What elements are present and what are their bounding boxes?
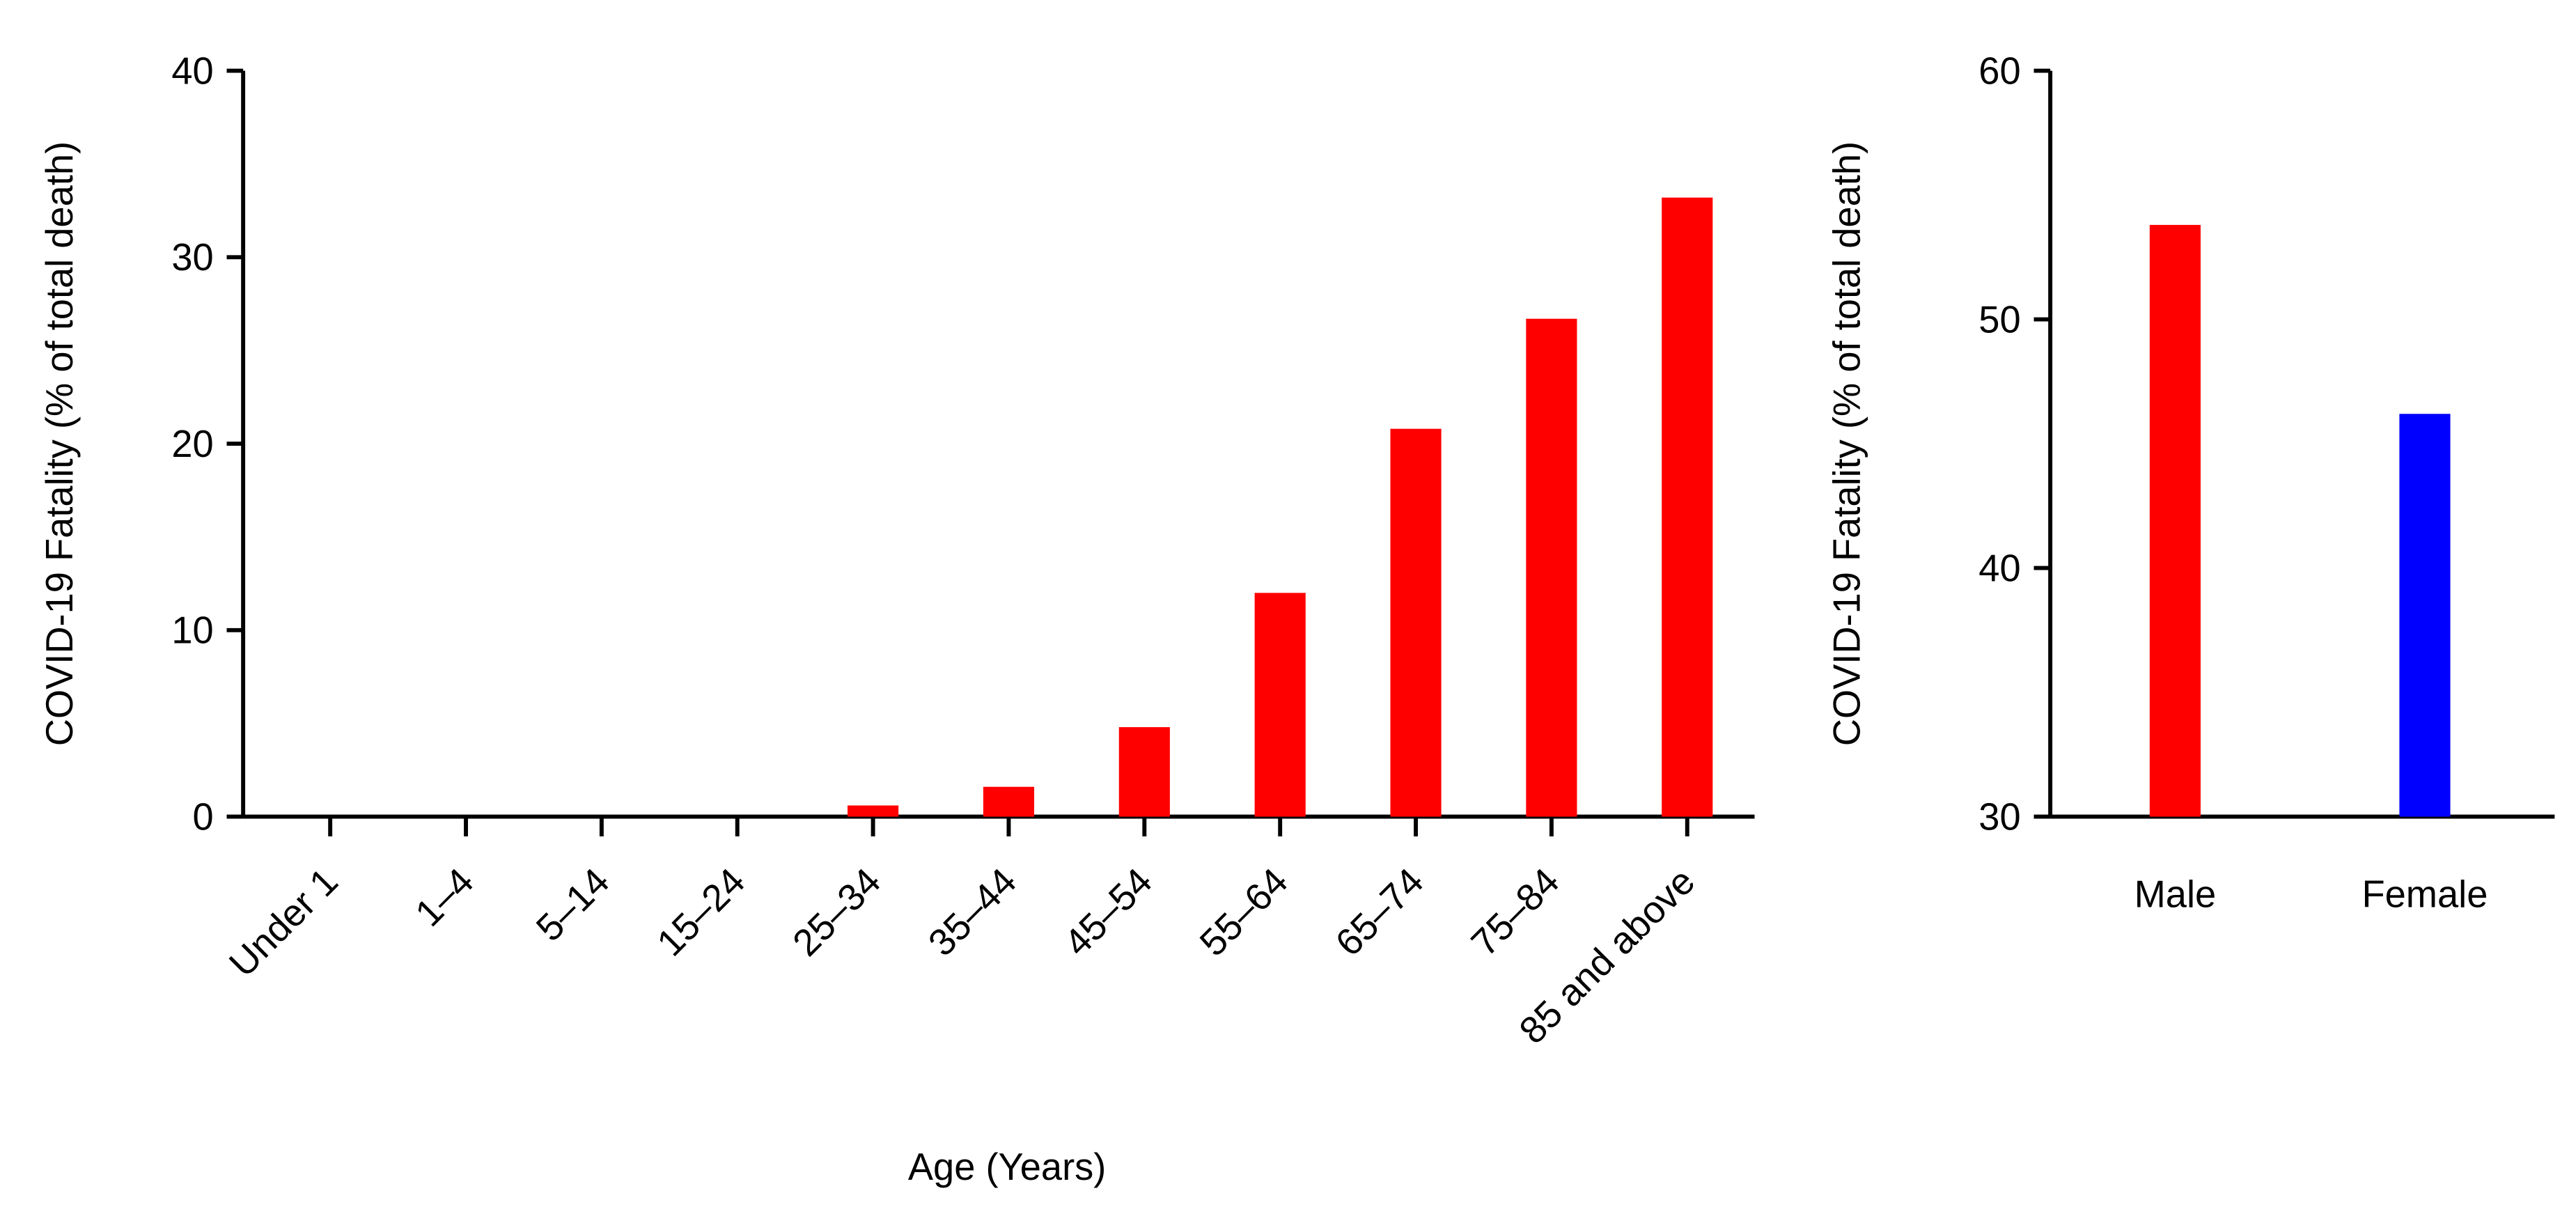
y-tick-label: 40 <box>171 50 213 92</box>
y-tick-label: 40 <box>1978 547 2020 589</box>
bar <box>1118 727 1170 817</box>
y-tick-label: 60 <box>1978 50 2020 92</box>
y-tick-label: 30 <box>1978 796 2020 838</box>
y-tick-label: 20 <box>171 423 213 465</box>
x-axis-label: Age (Years) <box>908 1146 1106 1188</box>
y-tick-label: 30 <box>171 237 213 279</box>
x-tick-label: Male <box>2134 873 2217 915</box>
x-tick-label: 45–54 <box>1056 860 1160 964</box>
x-tick-label: Under 1 <box>221 860 346 985</box>
y-tick-label: 10 <box>171 610 213 652</box>
x-tick-label: 65–74 <box>1328 860 1432 964</box>
x-tick-label: 15–24 <box>649 860 753 964</box>
x-tick-label: 75–84 <box>1463 860 1567 964</box>
x-tick-label: 1–4 <box>407 860 481 934</box>
bar <box>983 786 1035 817</box>
bar <box>1390 428 1442 817</box>
y-axis-label: COVID-19 Fatality (% of total death) <box>1826 141 1868 746</box>
y-tick-label: 50 <box>1978 299 2020 341</box>
x-tick-label: Female <box>2362 873 2488 915</box>
x-tick-label: 55–64 <box>1192 860 1296 964</box>
y-axis-label: COVID-19 Fatality (% of total death) <box>39 141 81 746</box>
y-tick-label: 0 <box>193 796 214 838</box>
bar <box>848 805 899 817</box>
x-tick-label: 25–34 <box>785 860 889 964</box>
bar <box>2149 224 2201 817</box>
x-tick-label: 35–44 <box>921 860 1024 964</box>
bar <box>1254 593 1306 817</box>
bar <box>2399 414 2451 817</box>
bar <box>1526 318 1577 817</box>
bar <box>1662 197 1713 817</box>
x-tick-label: 5–14 <box>529 860 618 949</box>
